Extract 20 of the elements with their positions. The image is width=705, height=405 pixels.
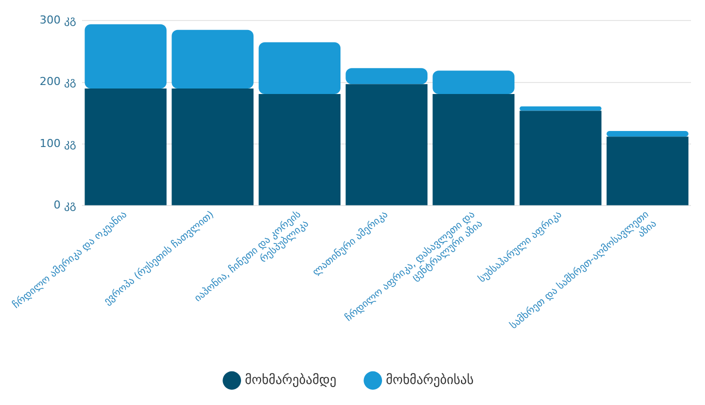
bar: [346, 68, 428, 84]
y-tick-label: 300 კგ: [40, 13, 76, 26]
bar: [172, 30, 254, 88]
y-tick-label: 100 კგ: [40, 136, 76, 150]
legend-label: მოხმარებამდე: [244, 372, 336, 388]
bar: [606, 131, 688, 137]
bar: [606, 136, 688, 206]
bar: [346, 84, 428, 206]
bar: [84, 24, 167, 88]
bar: [432, 94, 514, 206]
bar: [84, 88, 167, 206]
y-tick-label: 200 კგ: [40, 75, 76, 88]
bar: [520, 106, 602, 111]
legend-label: მოხმარებისას: [386, 372, 474, 388]
y-tick-label: 0 კგ: [54, 198, 76, 212]
bar: [520, 110, 602, 206]
bar: [172, 88, 254, 206]
bar: [258, 42, 341, 94]
bar: [258, 94, 341, 206]
bar: [432, 70, 514, 94]
